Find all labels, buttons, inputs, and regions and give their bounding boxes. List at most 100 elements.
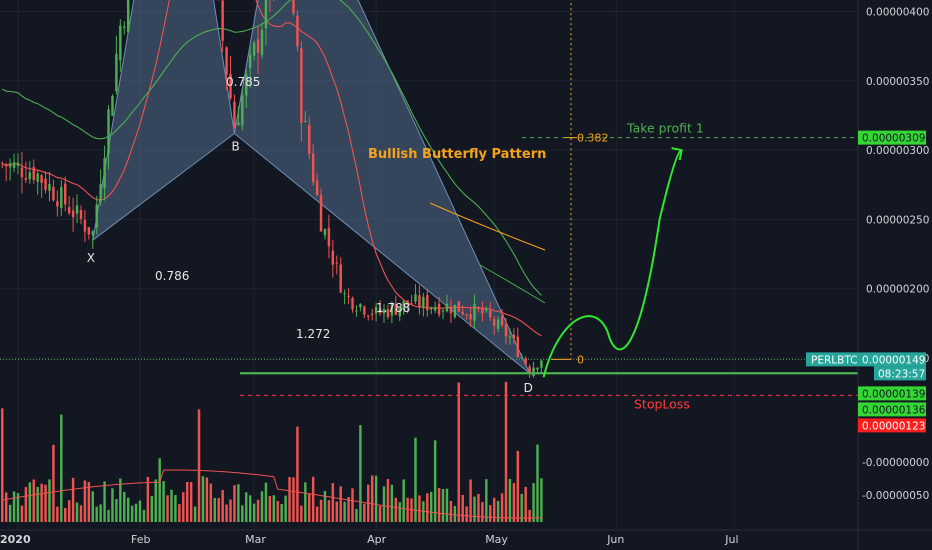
- volume-bar: [52, 444, 55, 522]
- ratio-label-ab: 0.785: [226, 75, 260, 89]
- price-tick-label: 0.00000200: [866, 284, 929, 296]
- candle-body: [52, 186, 55, 201]
- volume-bar: [186, 481, 189, 522]
- volume-bar: [540, 478, 543, 522]
- volume-bar: [103, 481, 106, 522]
- date-axis[interactable]: 2020 Feb Mar Apr May Jun Jul: [0, 529, 932, 546]
- candle-body: [327, 227, 331, 247]
- candle-body: [422, 297, 425, 308]
- candle-body: [119, 25, 122, 61]
- candle-body: [406, 300, 409, 305]
- volume-bar: [504, 381, 508, 522]
- candle-body: [126, 0, 130, 33]
- candle-body: [347, 295, 350, 297]
- candle-body: [91, 231, 94, 235]
- grid: [0, 0, 858, 530]
- volume-bar: [213, 497, 216, 522]
- volume-bar: [445, 488, 449, 522]
- candle-body: [48, 183, 51, 191]
- candle-body: [430, 307, 433, 310]
- candle-body: [496, 319, 500, 329]
- volume-bar: [331, 483, 335, 522]
- volume-bar: [508, 478, 512, 522]
- volume-bar: [229, 499, 232, 522]
- candle-body: [489, 310, 492, 318]
- candle-body: [241, 95, 244, 126]
- candle-body: [237, 122, 240, 126]
- volume-bar: [16, 493, 20, 522]
- candle-body: [500, 316, 504, 326]
- candle-body: [469, 314, 472, 320]
- date-tick-label: 2020: [0, 533, 31, 546]
- volume-bar: [308, 493, 311, 522]
- price-axis[interactable]: 0.000006500.000006000.000005500.00000500…: [806, 0, 932, 550]
- candle-body: [83, 219, 87, 232]
- volume-bar: [209, 483, 213, 522]
- volume-bar: [252, 503, 256, 522]
- candle-body: [378, 308, 382, 314]
- symbol-tag-bg: [806, 352, 858, 367]
- candle-body: [115, 53, 118, 92]
- volume-bar: [264, 482, 268, 522]
- volume-bar: [99, 504, 102, 522]
- volume-bar: [398, 502, 401, 522]
- volume-bar: [8, 504, 12, 522]
- candle-body: [457, 301, 460, 313]
- candle-body: [229, 73, 232, 99]
- volume-bar: [225, 504, 228, 522]
- volume-bar: [520, 493, 523, 522]
- date-tick-label: Feb: [131, 533, 150, 546]
- projection-arrowhead: [671, 147, 683, 161]
- candle-body: [300, 48, 303, 123]
- volume-bar: [201, 476, 205, 522]
- volume-bar: [327, 500, 331, 522]
- volume-bar: [12, 491, 16, 522]
- candle-body: [390, 303, 394, 316]
- volume-bar: [245, 492, 248, 522]
- point-label-x: X: [87, 251, 95, 265]
- price-tick-label: 0.00000250: [866, 214, 929, 226]
- candle-body: [481, 307, 484, 314]
- volume-bar: [449, 500, 453, 522]
- candle-body: [28, 172, 32, 180]
- candle-body: [252, 42, 256, 56]
- volume-bar: [528, 509, 531, 522]
- last-price-tag: 0.00000149: [862, 354, 925, 366]
- candle-body: [323, 229, 327, 236]
- candle-body: [260, 29, 264, 55]
- candle-body: [418, 295, 421, 308]
- volume-bar: [36, 486, 39, 522]
- last-price-tag-bg: [858, 352, 926, 367]
- volume-bar: [260, 491, 264, 522]
- candle-body: [1, 163, 4, 165]
- candle-body: [248, 54, 252, 69]
- volume-bar: [524, 486, 527, 522]
- candle-body: [374, 306, 378, 314]
- candle-body: [367, 315, 370, 317]
- candle-body: [516, 336, 520, 357]
- point-label-d: D: [524, 381, 533, 395]
- volume-bar: [237, 484, 240, 522]
- candle-body: [60, 186, 63, 209]
- candle-body: [99, 184, 102, 202]
- symbol-tag: PERLBTC: [811, 354, 857, 366]
- ma-slow-extension: [479, 264, 546, 304]
- candle-body: [304, 121, 307, 123]
- volume-bar: [178, 504, 181, 522]
- volume-bar: [67, 500, 71, 522]
- date-tick-label: Apr: [367, 533, 387, 546]
- candle-body: [359, 304, 362, 308]
- volume-bar: [221, 490, 224, 522]
- volume-bar: [292, 477, 295, 522]
- volume-bar: [304, 482, 307, 522]
- volume-bar: [386, 479, 390, 522]
- candle-body: [335, 262, 338, 264]
- volume-bar: [158, 458, 161, 522]
- candle-body: [308, 125, 311, 154]
- volume-bar: [311, 476, 315, 522]
- levels: [240, 0, 858, 396]
- candle-body: [8, 163, 12, 168]
- volume-bars: [1, 381, 543, 522]
- volume-bar: [390, 484, 394, 522]
- volume-bar: [394, 497, 398, 522]
